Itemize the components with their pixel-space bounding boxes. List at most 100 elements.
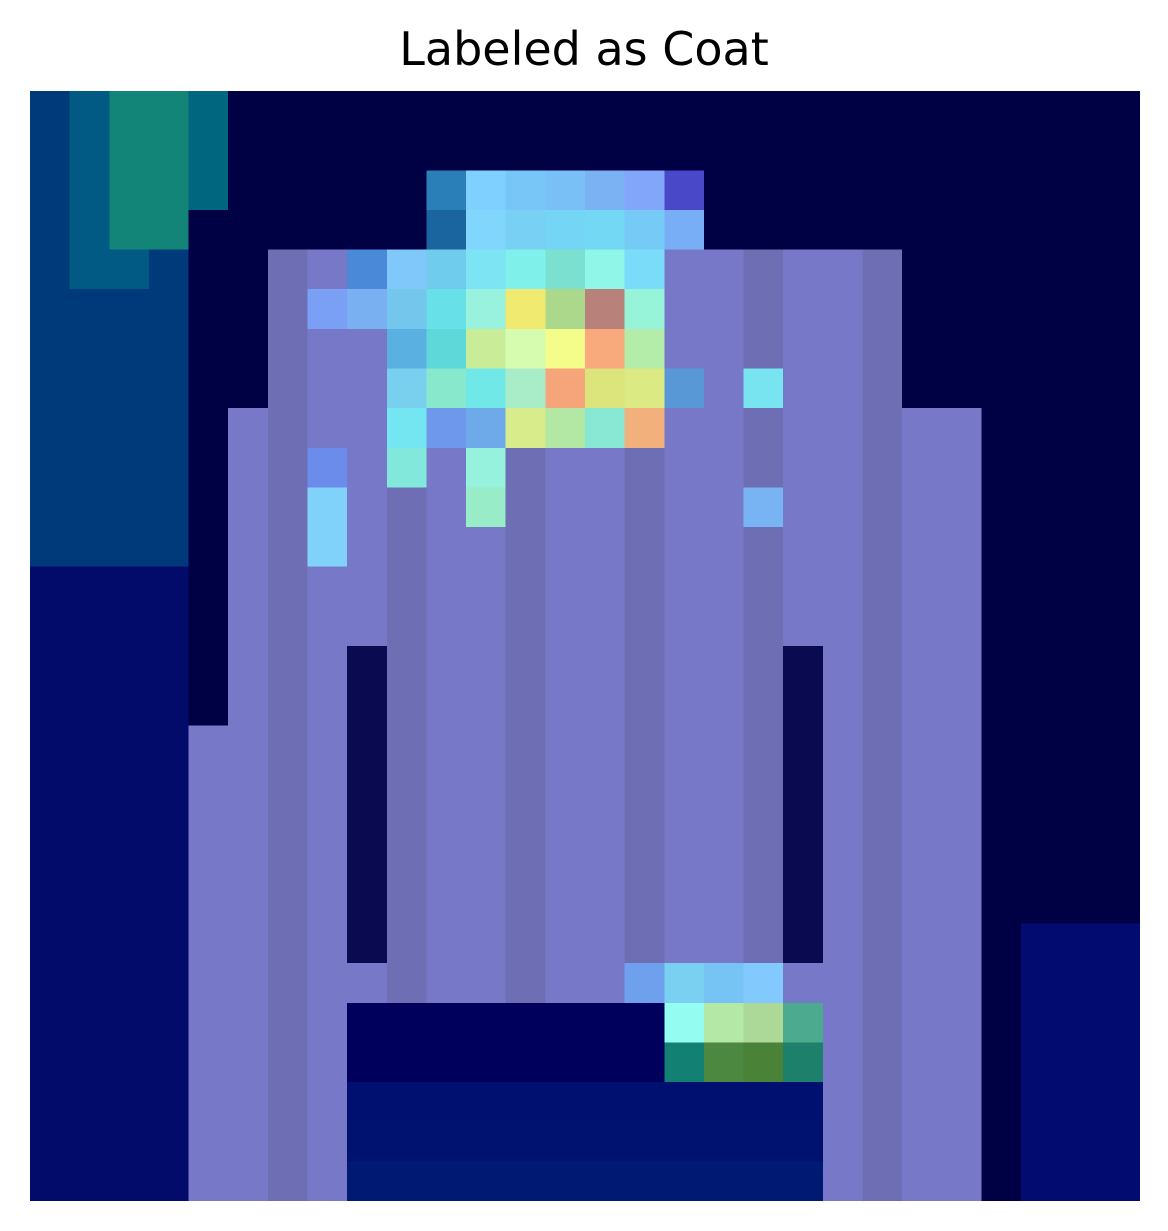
heatmap-cell bbox=[664, 328, 705, 370]
heatmap-cell bbox=[902, 91, 943, 132]
heatmap-cell bbox=[941, 170, 983, 211]
heatmap-cell bbox=[624, 685, 666, 727]
heatmap-cell bbox=[228, 1121, 269, 1163]
heatmap-cell bbox=[386, 447, 428, 489]
heatmap-cell bbox=[862, 606, 903, 647]
heatmap-cell bbox=[109, 1082, 150, 1123]
heatmap-cell bbox=[69, 328, 111, 370]
heatmap-cell bbox=[148, 130, 190, 172]
heatmap-cell bbox=[703, 1161, 745, 1201]
heatmap-cell bbox=[1060, 249, 1102, 291]
heatmap-cell bbox=[703, 1042, 745, 1083]
heatmap-cell bbox=[1021, 368, 1062, 409]
heatmap-cell bbox=[664, 130, 705, 172]
heatmap-cell bbox=[505, 368, 547, 409]
heatmap-cell bbox=[30, 646, 71, 687]
heatmap-cell bbox=[783, 764, 824, 806]
heatmap-cell bbox=[822, 170, 864, 211]
heatmap-cell bbox=[545, 606, 586, 647]
heatmap-cell bbox=[664, 606, 705, 647]
heatmap-cell bbox=[347, 170, 388, 211]
heatmap-cell bbox=[981, 804, 1022, 846]
heatmap-cell bbox=[1060, 289, 1102, 330]
heatmap-cell bbox=[1060, 170, 1102, 211]
heatmap-cell bbox=[347, 1082, 388, 1123]
heatmap-cell bbox=[69, 566, 111, 608]
heatmap-cell bbox=[783, 1082, 824, 1123]
heatmap-cell bbox=[109, 1042, 150, 1083]
heatmap-cell bbox=[1021, 606, 1062, 647]
heatmap-cell bbox=[703, 249, 745, 291]
heatmap-cell bbox=[505, 764, 547, 806]
heatmap-cell bbox=[664, 487, 705, 528]
heatmap-cell bbox=[743, 1082, 785, 1123]
heatmap-cell bbox=[426, 328, 467, 370]
heatmap-cell bbox=[703, 289, 745, 330]
heatmap-cell bbox=[426, 963, 467, 1004]
heatmap-cell bbox=[545, 764, 586, 806]
heatmap-cell bbox=[466, 725, 507, 766]
heatmap-cells bbox=[30, 91, 1140, 1201]
heatmap-cell bbox=[505, 646, 547, 687]
heatmap-cell bbox=[981, 606, 1022, 647]
heatmap-cell bbox=[585, 368, 626, 409]
heatmap-cell bbox=[703, 844, 745, 885]
figure-title: Labeled as Coat bbox=[399, 22, 769, 76]
heatmap-cell bbox=[228, 725, 269, 766]
heatmap-cell bbox=[1021, 328, 1062, 370]
heatmap-cell bbox=[981, 408, 1022, 449]
heatmap-cell bbox=[862, 170, 903, 211]
heatmap-cell bbox=[109, 209, 150, 251]
heatmap-cell bbox=[426, 1161, 467, 1201]
heatmap-cell bbox=[109, 764, 150, 806]
heatmap-cell bbox=[426, 883, 467, 925]
heatmap-cell bbox=[585, 1082, 626, 1123]
heatmap-cell bbox=[822, 804, 864, 846]
heatmap-cell bbox=[585, 209, 626, 251]
heatmap-cell bbox=[822, 923, 864, 964]
heatmap-cell bbox=[664, 566, 705, 608]
heatmap-cell bbox=[188, 408, 230, 449]
heatmap-cell bbox=[585, 91, 626, 132]
heatmap-cell bbox=[30, 963, 71, 1004]
heatmap-cell bbox=[585, 844, 626, 885]
heatmap-cell bbox=[188, 487, 230, 528]
heatmap-cell bbox=[466, 1042, 507, 1083]
heatmap-cell bbox=[743, 1042, 785, 1083]
heatmap-cell bbox=[188, 566, 230, 608]
heatmap-cell bbox=[1021, 249, 1062, 291]
heatmap-cell bbox=[30, 130, 71, 172]
heatmap-cell bbox=[109, 487, 150, 528]
heatmap-cell bbox=[505, 923, 547, 964]
heatmap-cell bbox=[30, 566, 71, 608]
heatmap-cell bbox=[941, 646, 983, 687]
heatmap-cell bbox=[783, 328, 824, 370]
heatmap-cell bbox=[941, 1002, 983, 1044]
heatmap-cell bbox=[545, 209, 586, 251]
heatmap-cell bbox=[30, 725, 71, 766]
heatmap-cell bbox=[1021, 1002, 1062, 1044]
heatmap-cell bbox=[307, 1121, 348, 1163]
heatmap-cell bbox=[862, 1042, 903, 1083]
saliency-heatmap-image bbox=[30, 91, 1140, 1201]
heatmap-cell bbox=[307, 170, 348, 211]
heatmap-cell bbox=[902, 883, 943, 925]
heatmap-cell bbox=[703, 963, 745, 1004]
heatmap-cell bbox=[69, 527, 111, 568]
heatmap-cell bbox=[624, 447, 666, 489]
heatmap-cell bbox=[1060, 1121, 1102, 1163]
heatmap-cell bbox=[30, 487, 71, 528]
heatmap-cell bbox=[703, 209, 745, 251]
heatmap-cell bbox=[347, 487, 388, 528]
heatmap-cell bbox=[505, 209, 547, 251]
heatmap-cell bbox=[466, 249, 507, 291]
heatmap-cell bbox=[1100, 1121, 1140, 1163]
heatmap-cell bbox=[466, 963, 507, 1004]
heatmap-cell bbox=[902, 130, 943, 172]
heatmap-cell bbox=[466, 170, 507, 211]
heatmap-cell bbox=[386, 527, 428, 568]
heatmap-cell bbox=[347, 1042, 388, 1083]
heatmap-cell bbox=[267, 764, 309, 806]
heatmap-cell bbox=[783, 844, 824, 885]
heatmap-cell bbox=[148, 1121, 190, 1163]
